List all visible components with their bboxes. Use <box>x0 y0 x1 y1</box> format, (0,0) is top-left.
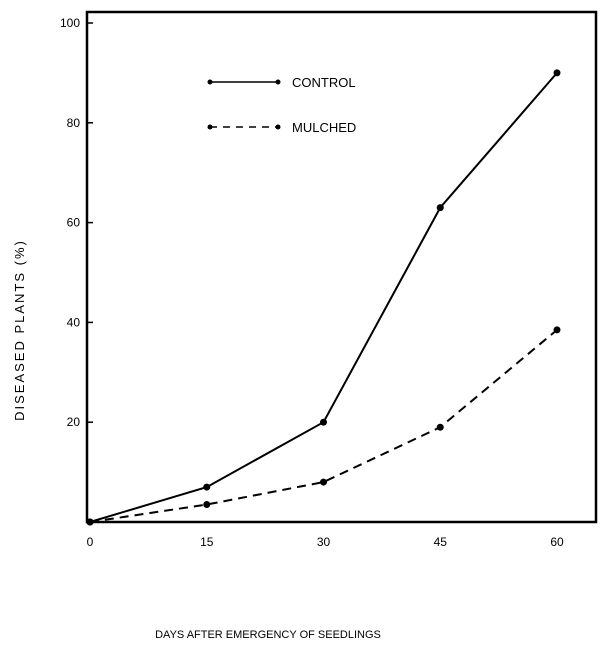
data-point-mulched <box>203 501 211 509</box>
data-point-mulched <box>553 326 561 334</box>
data-point-mulched <box>320 478 327 486</box>
x-axis-label: DAYS AFTER EMERGENCY OF SEEDLINGS <box>155 629 381 641</box>
y-tick-label: 40 <box>67 315 81 329</box>
x-tick-label: 15 <box>200 535 214 549</box>
x-tick-label: 30 <box>317 535 331 549</box>
x-tick-label: 60 <box>550 535 564 549</box>
x-tick-label: 0 <box>87 535 94 549</box>
series-line-control <box>89 72 558 523</box>
data-point-control <box>320 418 327 426</box>
data-point-control <box>553 69 561 77</box>
y-tick-label: 80 <box>67 116 81 130</box>
y-axis-label: DISEASED PLANTS (%) <box>12 239 27 421</box>
y-tick-label: 20 <box>67 415 81 429</box>
legend: CONTROL MULCHED <box>207 75 356 135</box>
plot-frame <box>85 10 598 524</box>
legend-control-label: CONTROL <box>292 75 356 90</box>
data-point-control <box>436 204 444 212</box>
series-line-mulched <box>89 329 558 523</box>
y-tick-label: 60 <box>67 216 81 230</box>
data-point-mulched <box>436 423 444 431</box>
data-point-control <box>203 483 211 491</box>
legend-mulched-label: MULCHED <box>292 120 356 135</box>
x-tick-label: 45 <box>434 535 448 549</box>
data-point-mulched <box>86 518 94 526</box>
y-tick-label: 100 <box>60 16 80 30</box>
